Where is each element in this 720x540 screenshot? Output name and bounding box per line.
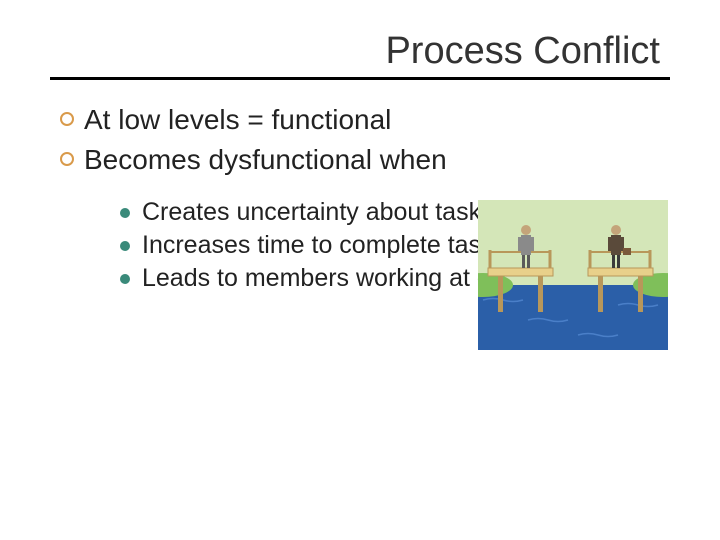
main-bullet-list: At low levels = functional Becomes dysfu… — [50, 102, 670, 179]
disc-bullet-icon — [120, 274, 130, 284]
circle-bullet-icon — [60, 152, 74, 166]
slide-title: Process Conflict — [50, 30, 670, 73]
sub-bullet-text: Increases time to complete tasks — [142, 230, 506, 261]
main-bullet-item: Becomes dysfunctional when — [60, 142, 670, 178]
main-bullet-text: Becomes dysfunctional when — [84, 142, 447, 178]
disc-bullet-icon — [120, 208, 130, 218]
slide-container: Process Conflict At low levels = functio… — [0, 0, 720, 540]
circle-bullet-icon — [60, 112, 74, 126]
bridges-clipart — [478, 200, 668, 350]
main-bullet-item: At low levels = functional — [60, 102, 670, 138]
main-bullet-text: At low levels = functional — [84, 102, 391, 138]
disc-bullet-icon — [120, 241, 130, 251]
title-underline — [50, 77, 670, 80]
